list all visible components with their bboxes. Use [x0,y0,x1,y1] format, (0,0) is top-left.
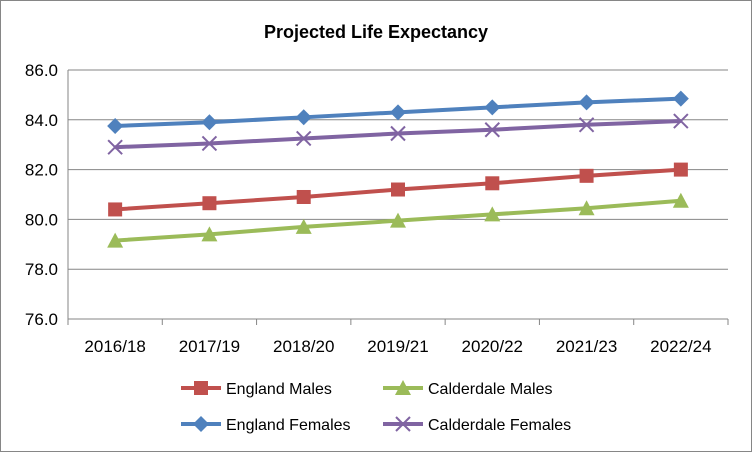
data-point-england-males [673,162,688,177]
data-point-calderdale-females [673,113,689,129]
x-tick-label: 2022/24 [650,337,711,356]
legend-marker [395,416,411,432]
data-point-calderdale-males [484,206,501,222]
data-point-england-females [201,114,218,131]
legend: England Males Calderdale Males England Fem… [181,380,571,434]
data-point-england-males [391,182,405,197]
data-point-calderdale-females [578,117,595,133]
x-tick-label: 2017/19 [179,337,240,356]
data-point-calderdale-females [390,125,406,142]
x-tick-label: 2019/21 [367,337,428,356]
data-point-calderdale-males [578,200,595,216]
legend-label: England Females [226,417,351,434]
data-point-calderdale-males [107,232,124,248]
legend-item-calderdale-females: Calderdale Females [383,416,571,434]
data-point-calderdale-females [107,139,123,155]
series-layer [107,90,689,248]
legend-marker [194,381,208,395]
data-point-england-males [202,196,217,211]
x-tick-label: 2020/22 [462,337,523,356]
data-point-calderdale-females [296,130,312,147]
data-point-calderdale-males [672,192,689,208]
data-point-england-females [484,99,501,116]
x-tick-label: 2021/23 [556,337,617,356]
legend-item-england-females: England Females [181,416,351,434]
legend-marker [193,416,209,432]
data-point-england-females [295,109,312,126]
data-point-england-males [296,189,311,204]
data-point-calderdale-males [295,218,312,234]
y-tick-label: 78.0 [25,260,58,279]
data-point-calderdale-males [390,212,406,228]
data-point-england-females [390,104,406,121]
y-tick-label: 80.0 [25,210,58,229]
data-point-calderdale-males [201,226,218,242]
legend-label: Calderdale Females [428,417,571,434]
y-tick-label: 86.0 [25,61,58,80]
data-point-england-females [578,94,595,111]
y-tick-label: 82.0 [25,161,58,180]
data-point-england-males [108,202,123,217]
data-point-england-females [107,118,124,135]
axes: 76.0 78.0 80.0 82.0 84.0 86.0 2016/18 2017/19 20… [25,61,729,356]
legend-marker [395,380,411,395]
data-point-england-males [579,168,594,183]
legend-item-england-males: England Males [181,381,332,398]
data-point-calderdale-females [484,122,500,138]
legend-label: Calderdale Males [428,381,553,398]
x-tick-label: 2016/18 [84,337,145,356]
data-point-england-females [672,90,689,107]
data-point-england-males [485,176,500,191]
y-tick-label: 84.0 [25,111,58,130]
chart-title: Projected Life Expectancy [264,22,488,42]
legend-item-calderdale-males: Calderdale Males [383,380,553,398]
y-tick-label: 76.0 [25,310,58,329]
gridlines [68,69,728,270]
x-tick-label: 2018/20 [273,337,334,356]
legend-label: England Males [226,381,332,398]
data-point-calderdale-females [201,135,218,152]
